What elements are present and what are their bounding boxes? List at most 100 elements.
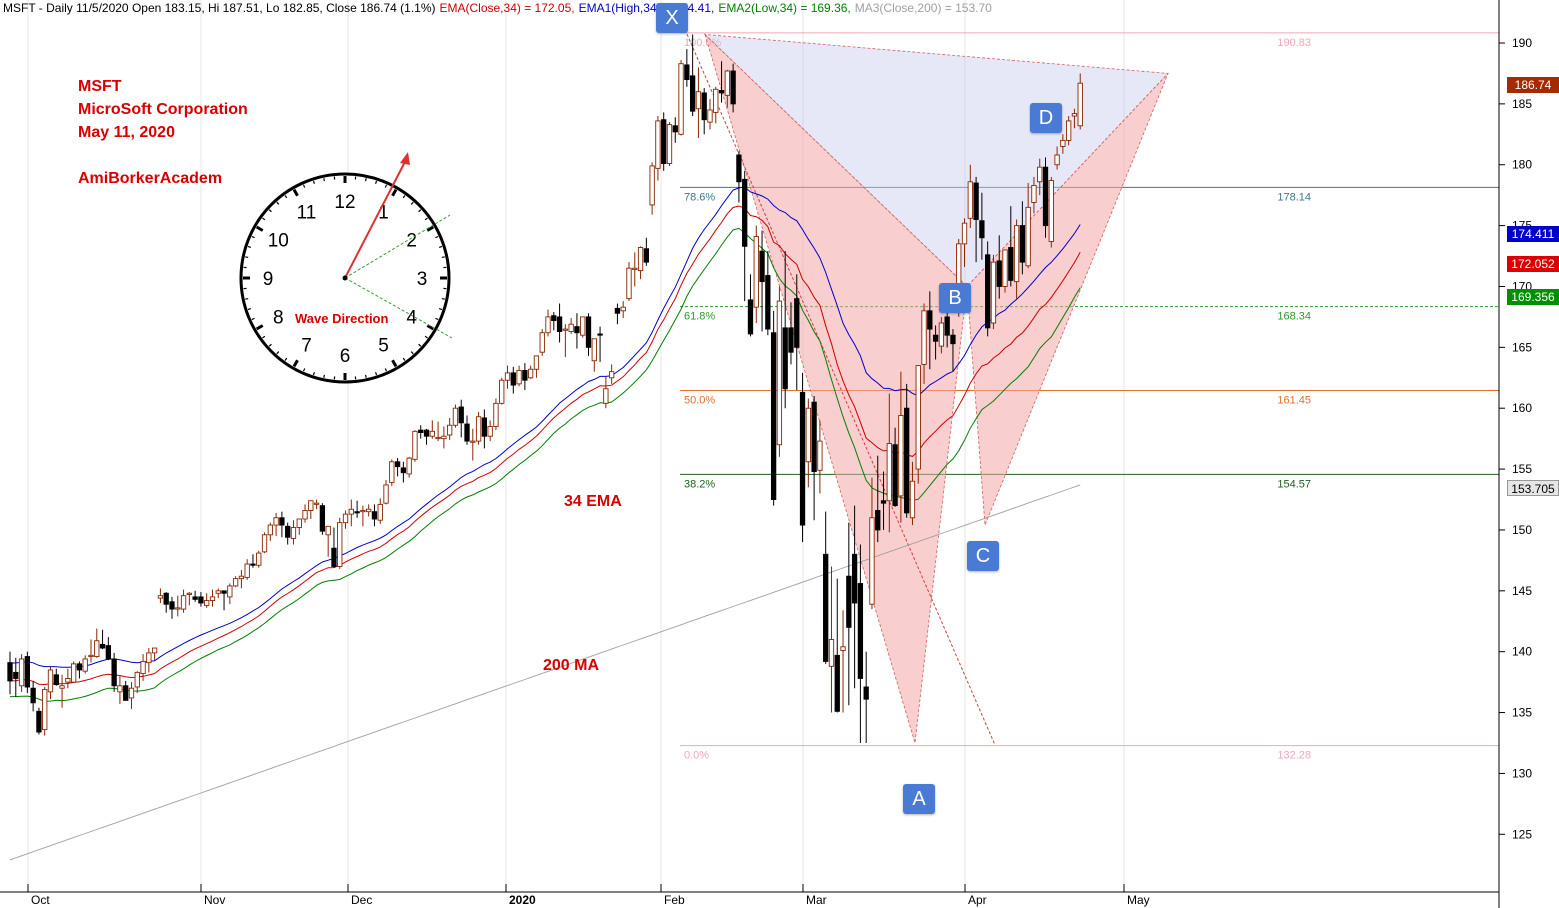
candle-body (7, 662, 13, 682)
y-tick-label: 160 (1512, 401, 1532, 415)
candle-body (53, 674, 59, 686)
clock-hand-arrowhead (400, 152, 410, 165)
clock-tick (268, 209, 272, 213)
clock-tick (384, 184, 388, 188)
candle-body (840, 646, 846, 651)
month-label: Mar (806, 893, 827, 907)
clock-tick (284, 195, 288, 199)
candle-body (863, 686, 869, 700)
candle-body (192, 596, 198, 600)
candle-body (857, 583, 864, 679)
ema-low-info: EMA2(Low,34) = 169.36, (718, 1, 851, 15)
candle-body (614, 307, 621, 314)
candle-body (1037, 166, 1043, 183)
ema-close-info: EMA(Close,34) = 172.05, (439, 1, 575, 15)
candle-body (701, 92, 707, 121)
candle-body (256, 552, 262, 566)
candle-body (250, 563, 256, 566)
clock-tick (441, 297, 445, 300)
candle-body (1066, 120, 1072, 141)
clock-tick (312, 180, 315, 185)
candle-body (423, 429, 430, 437)
candle-body (290, 527, 297, 539)
candle-body (724, 70, 730, 96)
candle-body (736, 154, 742, 183)
candle-body (105, 645, 111, 660)
candle-body (1048, 180, 1054, 242)
candle-body (915, 365, 921, 470)
candle-body (632, 267, 638, 270)
clock-tick (245, 297, 249, 300)
clock-tick (302, 368, 306, 372)
clock-caption: Wave Direction (295, 311, 389, 326)
clock-tick (426, 324, 435, 331)
clock-tick (435, 235, 439, 239)
clock-tick (418, 343, 422, 347)
candle-body (117, 685, 123, 693)
clock-tick (276, 351, 280, 355)
candle-body (979, 220, 985, 239)
candle-body (406, 457, 412, 475)
clock-center (342, 275, 348, 281)
candle-body (846, 575, 852, 628)
candle-body (452, 407, 459, 426)
ema-close-tag: 172.052 (1507, 256, 1559, 272)
harmonic-pattern (684, 29, 1169, 746)
candle-body (886, 443, 892, 502)
ema-high-info: EMA1(High,34) = 174.41, (578, 1, 715, 15)
clock-tick (426, 225, 435, 232)
candle-body (828, 639, 835, 667)
candle-body (655, 120, 661, 169)
candle-body (1019, 225, 1026, 263)
candle-body (354, 511, 360, 514)
candle-body (556, 316, 563, 332)
candle-body (435, 436, 441, 440)
candle-body (568, 323, 574, 332)
candle-body (302, 510, 308, 520)
y-tick-label: 150 (1512, 523, 1532, 537)
candle-body (643, 248, 650, 263)
fib-price-label: 190.83 (1277, 37, 1311, 49)
candle-body (753, 236, 759, 308)
candle-body (950, 334, 956, 345)
y-tick-label: 165 (1512, 340, 1532, 354)
clock-number: 11 (297, 202, 317, 223)
candle-body (718, 90, 725, 94)
candle-body (794, 298, 800, 348)
candle-body (348, 508, 354, 515)
candle-body (151, 647, 158, 654)
candle-body (464, 423, 470, 442)
clock-number: 2 (406, 231, 417, 252)
candle-body (597, 333, 603, 336)
clock-number: 9 (263, 269, 274, 290)
candle-body (961, 222, 968, 245)
clock-tick (410, 351, 414, 355)
candle-body (123, 685, 129, 701)
candle-body (499, 379, 505, 404)
clock-tick (364, 178, 367, 182)
candle-body (504, 372, 511, 381)
candle-body (244, 563, 250, 578)
close-price-tag: 186.74 (1507, 77, 1559, 93)
candle-body (730, 70, 736, 105)
candle-body (273, 517, 279, 526)
clock-tick (262, 335, 266, 339)
month-label: Oct (31, 893, 50, 907)
clock-tick (410, 201, 414, 205)
candle-body (267, 524, 273, 536)
candle-body (672, 125, 678, 133)
y-tick-label: 125 (1512, 827, 1532, 841)
fib-price-label: 178.14 (1277, 191, 1311, 203)
candle-body (869, 517, 875, 605)
candle-body (82, 658, 88, 672)
symbol-info: MSFT - Daily 11/5/2020 Open 183.15, Hi 1… (3, 1, 436, 15)
candle-body (441, 435, 447, 440)
candle-body (932, 334, 939, 342)
clock-dashed-hand-up (344, 214, 451, 279)
candle-body (279, 517, 285, 526)
clock-tick (262, 217, 266, 221)
candle-body (562, 328, 569, 331)
candle-body (1077, 82, 1083, 127)
clock-number: 3 (417, 269, 428, 290)
